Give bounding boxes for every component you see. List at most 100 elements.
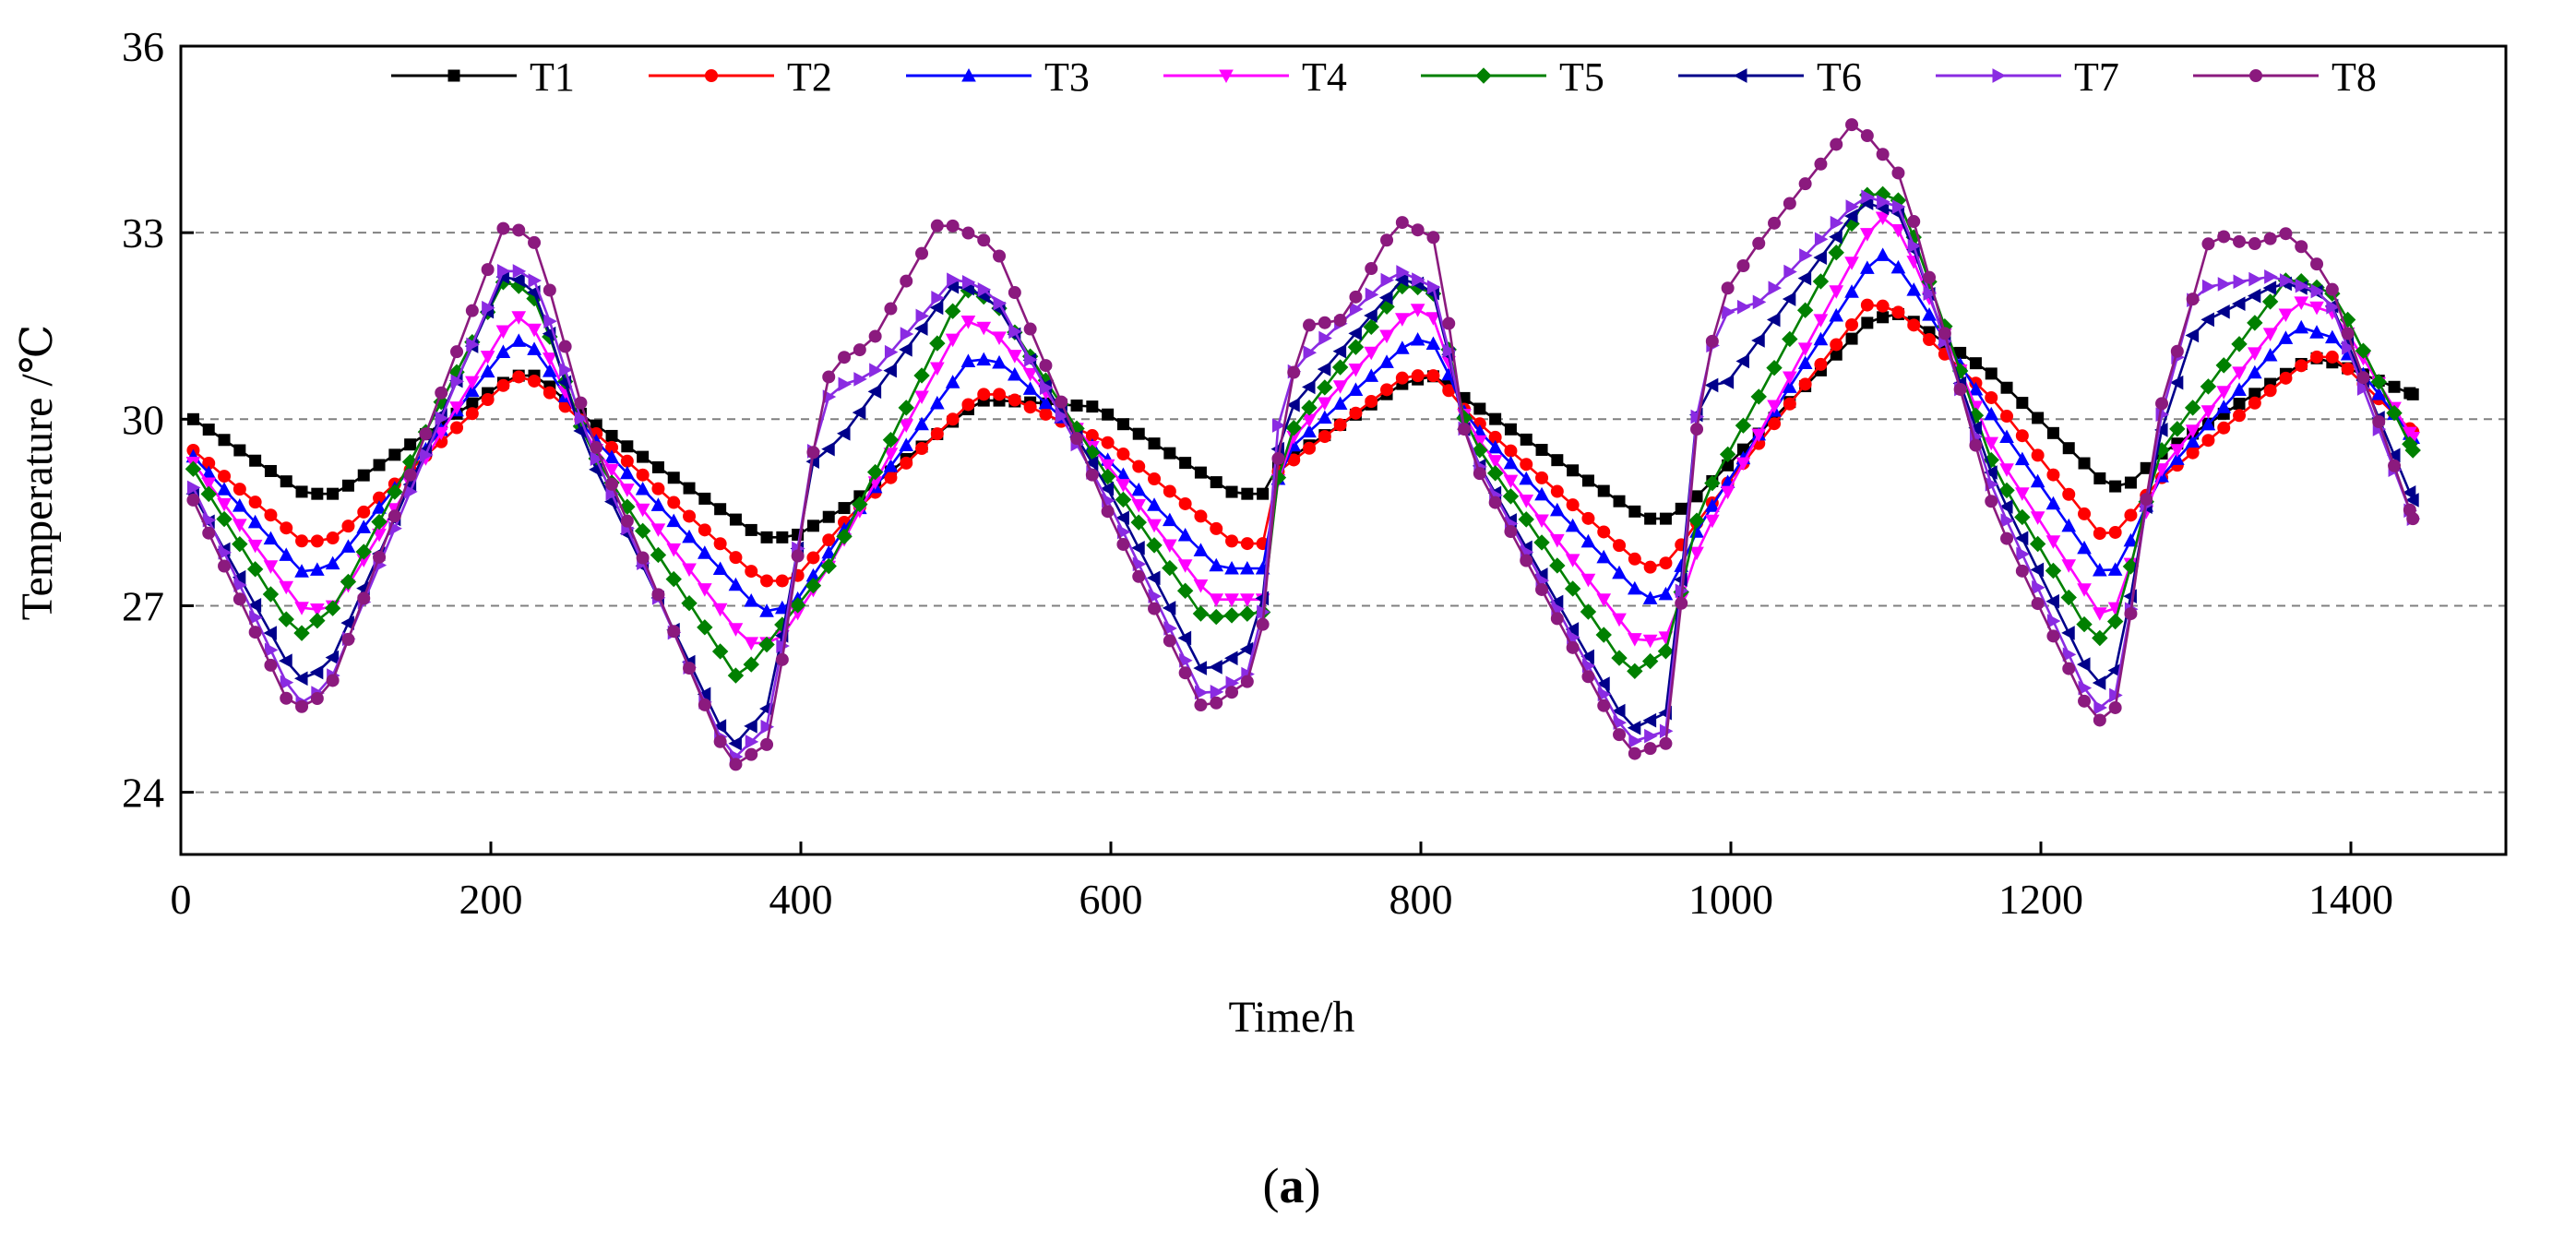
data-point-T6	[867, 384, 882, 400]
data-point-T8	[1023, 322, 1037, 336]
data-point-T7	[1349, 302, 1364, 316]
data-point-T7	[993, 295, 1008, 311]
data-point-T2	[1039, 407, 1053, 421]
data-point-T1	[698, 492, 711, 505]
data-point-T2	[2093, 527, 2106, 541]
data-point-T6	[1100, 481, 1115, 496]
data-point-T2	[233, 483, 246, 496]
data-point-T8	[403, 468, 417, 482]
data-point-T8	[2170, 344, 2184, 358]
data-point-T7	[900, 327, 914, 341]
legend-marker	[961, 67, 976, 82]
data-point-T5	[216, 510, 233, 528]
data-point-T6	[2185, 328, 2200, 343]
data-point-T1	[1628, 505, 1641, 518]
data-point-T2	[1659, 556, 1673, 570]
legend-marker	[705, 69, 718, 82]
data-point-T5	[232, 535, 248, 553]
data-point-T8	[636, 551, 650, 565]
data-point-T1	[2046, 426, 2059, 439]
data-point-T8	[760, 737, 774, 751]
data-point-T8	[1923, 270, 1937, 284]
data-point-T2	[1550, 484, 1564, 498]
data-point-T7	[1210, 685, 1224, 699]
data-point-T8	[1535, 582, 1549, 596]
data-point-T4	[1425, 312, 1441, 326]
data-point-T7	[496, 263, 511, 279]
data-point-T8	[1504, 525, 1518, 539]
data-point-T3	[1348, 382, 1364, 396]
data-point-T7	[838, 376, 853, 392]
data-point-T5	[371, 513, 388, 531]
data-point-T3	[2294, 319, 2309, 334]
data-point-T3	[1565, 518, 1580, 532]
y-tick-label: 24	[122, 770, 164, 817]
data-point-T5	[1146, 537, 1163, 554]
data-point-T6	[1394, 272, 1409, 288]
data-point-T7	[1907, 238, 1922, 254]
data-point-T8	[248, 626, 262, 639]
data-point-T3	[1596, 549, 1612, 564]
data-point-T1	[2124, 476, 2137, 489]
legend-marker	[2249, 69, 2262, 82]
series-line-T3	[192, 253, 2415, 613]
data-point-T6	[2014, 531, 2029, 546]
legend-marker	[447, 69, 460, 82]
data-point-T7	[2046, 614, 2061, 628]
data-point-T2	[496, 378, 510, 392]
data-point-T7	[1271, 418, 1286, 433]
data-point-T8	[853, 343, 866, 357]
data-point-T4	[1829, 285, 1844, 299]
data-point-T4	[480, 351, 495, 364]
data-point-T4	[1642, 634, 1658, 649]
data-point-T3	[2030, 473, 2045, 488]
data-point-T1	[651, 460, 664, 473]
data-point-T8	[1953, 382, 1967, 396]
data-point-T2	[1535, 471, 1549, 484]
data-point-T8	[884, 302, 898, 316]
data-point-T6	[1611, 703, 1626, 719]
data-point-T2	[2015, 429, 2029, 443]
data-point-T4	[1379, 329, 1394, 344]
legend-item-T4: T4	[1163, 54, 1347, 100]
data-point-T8	[838, 351, 852, 364]
data-point-T5	[1719, 446, 1736, 463]
data-point-T7	[466, 337, 480, 352]
data-point-T7	[2295, 278, 2309, 293]
data-point-T1	[2406, 388, 2419, 400]
data-point-T5	[820, 557, 837, 575]
data-point-T4	[2154, 463, 2169, 477]
legend-item-T3: T3	[906, 54, 1090, 100]
data-point-T1	[1163, 447, 1176, 460]
data-point-T2	[248, 496, 262, 509]
data-point-T5	[1782, 330, 1798, 348]
data-point-T7	[1426, 280, 1441, 295]
data-point-T3	[1425, 336, 1441, 351]
data-point-T5	[1796, 302, 1814, 318]
data-point-T6	[1332, 343, 1347, 359]
data-point-T7	[1380, 272, 1395, 288]
data-point-T3	[372, 500, 387, 514]
data-point-T6	[1797, 270, 1812, 286]
data-point-T8	[1860, 129, 1874, 143]
data-point-T5	[2045, 562, 2062, 579]
data-point-T8	[357, 591, 371, 605]
data-point-T6	[511, 272, 525, 288]
data-point-T7	[1644, 728, 1658, 744]
data-point-T4	[728, 623, 744, 637]
data-point-T1	[1102, 408, 1115, 421]
data-point-T7	[947, 272, 960, 288]
data-point-T5	[1363, 318, 1379, 335]
data-point-T5	[898, 400, 914, 416]
data-point-T7	[280, 675, 294, 690]
data-point-T2	[2031, 448, 2045, 462]
data-point-T2	[2263, 384, 2277, 398]
data-point-T8	[1240, 675, 1254, 688]
data-point-T4	[2093, 607, 2107, 621]
data-point-T2	[1240, 537, 1254, 551]
data-point-T1	[1861, 316, 1874, 329]
data-point-T4	[712, 603, 728, 617]
data-point-T1	[249, 454, 262, 467]
data-point-T1	[295, 485, 308, 498]
axis-ticks: 0 200 400 600 800 1000 1200 1400 24 27 30 33 36	[122, 23, 2393, 923]
